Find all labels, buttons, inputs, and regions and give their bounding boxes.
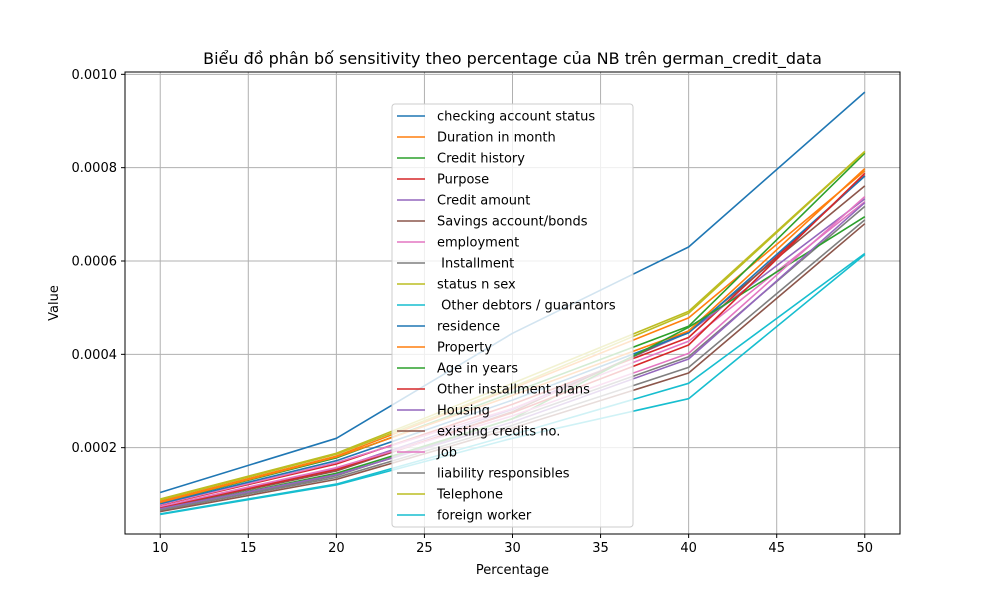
y-tick-label: 0.0010 xyxy=(72,68,118,83)
legend-label: Job xyxy=(436,446,457,461)
x-tick-label: 15 xyxy=(240,541,257,556)
legend-label: Savings account/bonds xyxy=(437,215,588,230)
x-tick-label: 45 xyxy=(768,541,785,556)
legend-label: foreign worker xyxy=(437,509,532,524)
legend-label: status n sex xyxy=(437,278,516,293)
legend-label: Purpose xyxy=(437,173,489,188)
legend-label: Property xyxy=(437,341,492,356)
y-axis-label: Value xyxy=(47,285,62,321)
x-tick-label: 25 xyxy=(416,541,433,556)
legend-label: Housing xyxy=(437,404,490,419)
legend-label: residence xyxy=(437,320,500,335)
legend-label: Duration in month xyxy=(437,131,556,146)
legend-label: Age in years xyxy=(437,362,518,377)
y-tick-label: 0.0002 xyxy=(72,441,118,456)
legend-label: employment xyxy=(437,236,519,251)
legend-label: Credit history xyxy=(437,152,525,167)
x-axis-label: Percentage xyxy=(476,563,549,578)
legend: checking account status Duration in month… xyxy=(391,103,634,528)
legend-label: existing credits no. xyxy=(437,425,560,440)
x-tick-label: 40 xyxy=(680,541,697,556)
x-tick-label: 30 xyxy=(504,541,521,556)
chart-title: Biểu đồ phân bố sensitivity theo percent… xyxy=(203,49,822,69)
x-tick-label: 50 xyxy=(856,541,873,556)
x-tick-label: 10 xyxy=(152,541,169,556)
y-axis-ticks: 0.0002 0.0004 0.0006 0.0008 0.0010 xyxy=(72,68,125,456)
x-tick-label: 35 xyxy=(592,541,609,556)
legend-label: checking account status xyxy=(437,110,595,125)
y-tick-label: 0.0008 xyxy=(72,161,118,176)
y-tick-label: 0.0004 xyxy=(72,348,118,363)
legend-label: Telephone xyxy=(436,488,503,503)
legend-label: Other debtors / guarantors xyxy=(437,299,616,314)
legend-label: Other installment plans xyxy=(437,383,590,398)
legend-label: Credit amount xyxy=(437,194,530,209)
x-axis-ticks: 10 15 20 25 30 35 40 45 50 xyxy=(152,534,873,556)
x-tick-label: 20 xyxy=(328,541,345,556)
y-tick-label: 0.0006 xyxy=(72,255,118,270)
legend-box xyxy=(391,103,634,528)
legend-label: Installment xyxy=(437,257,514,272)
legend-label: liability responsibles xyxy=(437,467,570,482)
